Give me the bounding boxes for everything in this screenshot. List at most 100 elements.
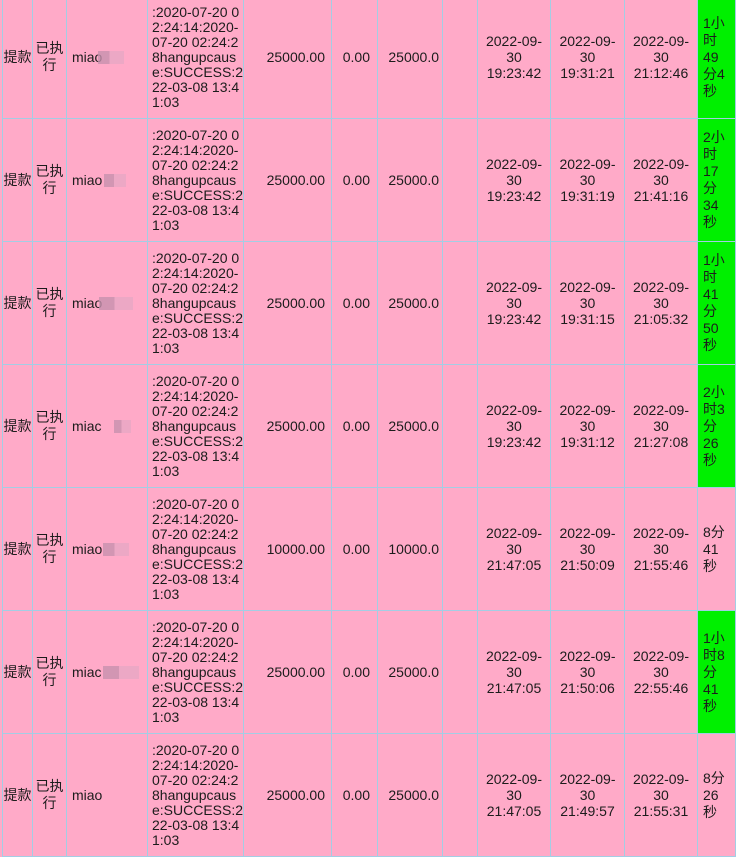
redaction-blur — [113, 420, 131, 433]
amount-cell: 25000.00 — [243, 241, 332, 365]
apply-time-cell: 2022-09-30 19:23:42 — [477, 364, 551, 488]
username-text: miac — [72, 418, 102, 434]
amount-cell: 25000.00 — [243, 364, 332, 488]
username-cell: miao — [66, 241, 148, 365]
process-time-cell: 2022-09-30 19:31:19 — [550, 118, 625, 242]
amount-cell: 25000.00 — [243, 733, 332, 857]
apply-time-cell: 2022-09-30 19:23:42 — [477, 118, 551, 242]
actual-amount-cell: 25000.0 — [377, 241, 443, 365]
amount-cell: 25000.00 — [243, 610, 332, 734]
type-cell: 提款 — [2, 733, 33, 857]
fee-cell: 0.00 — [331, 118, 378, 242]
fee-cell: 0.00 — [331, 733, 378, 857]
duration-cell: 8分26秒 — [697, 733, 736, 857]
redaction-blur — [98, 51, 125, 64]
apply-time-cell: 2022-09-30 21:47:05 — [477, 733, 551, 857]
duration-cell: 1小时8分41秒 — [697, 610, 736, 734]
fee-cell: 0.00 — [331, 487, 378, 611]
spacer-cell — [442, 487, 478, 611]
type-cell: 提款 — [2, 0, 33, 119]
amount-cell: 25000.00 — [243, 118, 332, 242]
apply-time-cell: 2022-09-30 21:47:05 — [477, 610, 551, 734]
actual-amount-cell: 25000.0 — [377, 0, 443, 119]
table-row: 提款 已执行 miao :2020-07-20 0 2:24:14:2020- … — [2, 241, 736, 365]
table-row: 提款 已执行 miac :2020-07-20 0 2:24:14:2020- … — [2, 610, 736, 734]
process-time-cell: 2022-09-30 19:31:12 — [550, 364, 625, 488]
spacer-cell — [442, 364, 478, 488]
type-cell: 提款 — [2, 487, 33, 611]
complete-time-cell: 2022-09-30 21:55:46 — [624, 487, 698, 611]
complete-time-cell: 2022-09-30 21:55:31 — [624, 733, 698, 857]
username-cell: miao — [66, 0, 148, 119]
amount-cell: 10000.00 — [243, 487, 332, 611]
status-cell: 已执行 — [32, 0, 67, 119]
complete-time-cell: 2022-09-30 21:27:08 — [624, 364, 698, 488]
actual-amount-cell: 25000.0 — [377, 118, 443, 242]
complete-time-cell: 2022-09-30 22:55:46 — [624, 610, 698, 734]
note-cell: :2020-07-20 0 2:24:14:2020- 07-20 02:24:… — [147, 241, 244, 365]
fee-cell: 0.00 — [331, 0, 378, 119]
note-cell: :2020-07-20 0 2:24:14:2020- 07-20 02:24:… — [147, 610, 244, 734]
spacer-cell — [442, 610, 478, 734]
redaction-blur — [99, 297, 134, 310]
spacer-cell — [442, 0, 478, 119]
process-time-cell: 2022-09-30 21:50:06 — [550, 610, 625, 734]
apply-time-cell: 2022-09-30 21:47:05 — [477, 487, 551, 611]
username-cell: miac — [66, 364, 148, 488]
status-cell: 已执行 — [32, 733, 67, 857]
actual-amount-cell: 25000.0 — [377, 733, 443, 857]
spacer-cell — [442, 241, 478, 365]
username-text: miac — [72, 664, 102, 680]
status-cell: 已执行 — [32, 241, 67, 365]
actual-amount-cell: 25000.0 — [377, 610, 443, 734]
amount-cell: 25000.00 — [243, 0, 332, 119]
note-cell: :2020-07-20 0 2:24:14:2020- 07-20 02:24:… — [147, 733, 244, 857]
username-text: miao — [72, 787, 103, 803]
apply-time-cell: 2022-09-30 19:23:42 — [477, 241, 551, 365]
note-cell: :2020-07-20 0 2:24:14:2020- 07-20 02:24:… — [147, 364, 244, 488]
duration-cell: 2小时3分26秒 — [697, 364, 736, 488]
actual-amount-cell: 10000.0 — [377, 487, 443, 611]
duration-cell: 1小时41分50秒 — [697, 241, 736, 365]
complete-time-cell: 2022-09-30 21:41:16 — [624, 118, 698, 242]
spacer-cell — [442, 733, 478, 857]
type-cell: 提款 — [2, 610, 33, 734]
table-row: 提款 已执行 miao :2020-07-20 0 2:24:14:2020- … — [2, 487, 736, 611]
username-cell: miac — [66, 610, 148, 734]
status-cell: 已执行 — [32, 610, 67, 734]
complete-time-cell: 2022-09-30 21:05:32 — [624, 241, 698, 365]
redaction-blur — [102, 666, 139, 679]
status-cell: 已执行 — [32, 364, 67, 488]
duration-cell: 2小时17分34秒 — [697, 118, 736, 242]
actual-amount-cell: 25000.0 — [377, 364, 443, 488]
table-row: 提款 已执行 miao :2020-07-20 0 2:24:14:2020- … — [2, 0, 736, 119]
process-time-cell: 2022-09-30 19:31:15 — [550, 241, 625, 365]
process-time-cell: 2022-09-30 19:31:21 — [550, 0, 625, 119]
note-cell: :2020-07-20 0 2:24:14:2020- 07-20 02:24:… — [147, 487, 244, 611]
status-cell: 已执行 — [32, 487, 67, 611]
username-text: miao — [72, 172, 103, 188]
fee-cell: 0.00 — [331, 241, 378, 365]
fee-cell: 0.00 — [331, 610, 378, 734]
username-cell: miao — [66, 118, 148, 242]
process-time-cell: 2022-09-30 21:50:09 — [550, 487, 625, 611]
username-cell: miao — [66, 733, 148, 857]
process-time-cell: 2022-09-30 21:49:57 — [550, 733, 625, 857]
duration-cell: 8分41秒 — [697, 487, 736, 611]
note-cell: :2020-07-20 0 2:24:14:2020- 07-20 02:24:… — [147, 118, 244, 242]
username-text: miao — [72, 49, 103, 65]
table-row: 提款 已执行 miao :2020-07-20 0 2:24:14:2020- … — [2, 118, 736, 242]
username-text: miao — [72, 541, 103, 557]
redaction-blur — [103, 543, 130, 556]
table-row: 提款 已执行 miac :2020-07-20 0 2:24:14:2020- … — [2, 364, 736, 488]
spacer-cell — [442, 118, 478, 242]
apply-time-cell: 2022-09-30 19:23:42 — [477, 0, 551, 119]
complete-time-cell: 2022-09-30 21:12:46 — [624, 0, 698, 119]
fee-cell: 0.00 — [331, 364, 378, 488]
duration-cell: 1小时49分4秒 — [697, 0, 736, 119]
type-cell: 提款 — [2, 241, 33, 365]
redaction-blur — [104, 174, 127, 187]
table-row: 提款 已执行 miao :2020-07-20 0 2:24:14:2020- … — [2, 733, 736, 857]
note-cell: :2020-07-20 0 2:24:14:2020- 07-20 02:24:… — [147, 0, 244, 119]
